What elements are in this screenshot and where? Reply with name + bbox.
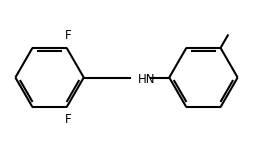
Text: F: F	[65, 29, 72, 42]
Text: HN: HN	[138, 73, 156, 86]
Text: F: F	[65, 113, 72, 126]
